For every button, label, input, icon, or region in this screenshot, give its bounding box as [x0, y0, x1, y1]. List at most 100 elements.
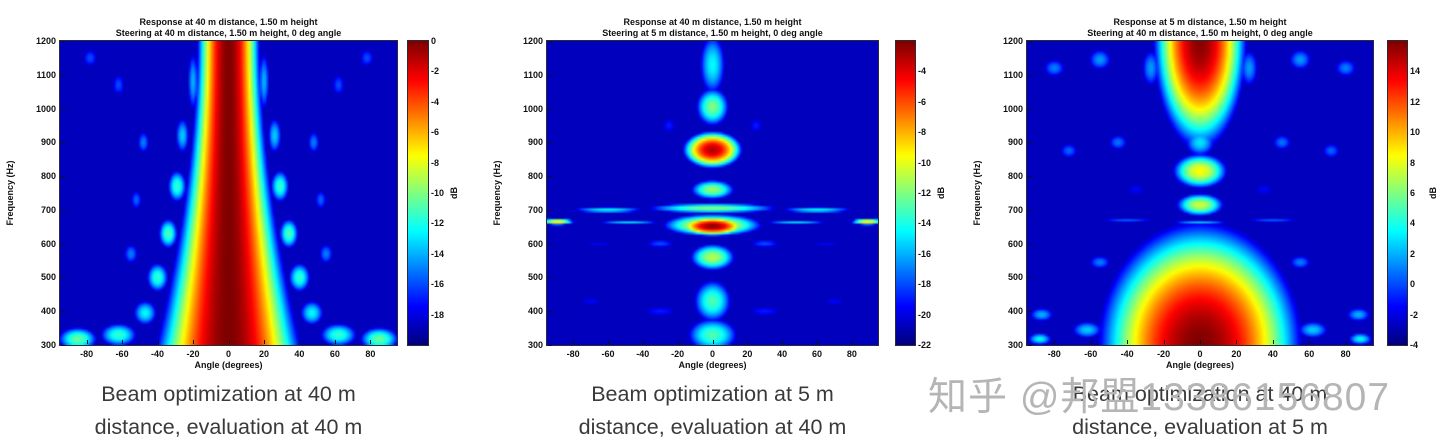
- colorbar-label: dB: [936, 187, 946, 199]
- tick-mark: [548, 243, 552, 245]
- tick-mark: [61, 41, 65, 42]
- y-tick-label: 900: [527, 137, 543, 148]
- plot-title: Response at 5 m distance, 1.50 m height …: [997, 17, 1403, 38]
- colorbar: [407, 40, 429, 346]
- colorbar-tick-label: -2: [431, 66, 440, 77]
- x-tick-label: 80: [365, 349, 376, 359]
- colorbar: [1387, 40, 1408, 346]
- y-tick-label: 600: [527, 238, 543, 249]
- tick-mark: [61, 176, 65, 178]
- y-tick-label: 500: [1007, 272, 1023, 283]
- x-tick-label: 40: [777, 349, 788, 359]
- colorbar-tick-label: -18: [431, 309, 445, 320]
- colorbar-tick-label: -8: [431, 157, 440, 168]
- colorbar-tick-label: 0: [431, 36, 437, 46]
- tick-mark: [263, 340, 265, 344]
- colorbar-tick-label: -12: [918, 188, 932, 198]
- tick-mark: [61, 74, 65, 76]
- tick-mark: [817, 340, 819, 344]
- x-tick-label: 0: [709, 349, 715, 359]
- colorbar-tick-label: -10: [431, 188, 445, 198]
- y-tick-label: 1100: [1003, 69, 1023, 80]
- tick-mark: [61, 209, 65, 211]
- y-tick-label: 500: [40, 272, 56, 283]
- heatmap-canvas: [546, 40, 879, 346]
- tick-mark: [747, 340, 749, 344]
- colorbar-tick-label: 10: [1410, 127, 1421, 138]
- y-tick-label: 400: [40, 306, 56, 317]
- heatmap-canvas: [59, 40, 398, 346]
- x-tick-label: -80: [80, 349, 94, 359]
- tick-mark: [1309, 340, 1311, 344]
- x-tick-label: 80: [1340, 349, 1351, 359]
- tick-mark: [548, 41, 552, 42]
- tick-mark: [1054, 340, 1056, 344]
- y-tick-label: 1200: [1002, 36, 1023, 46]
- colorbar-tick-label: 0: [1410, 279, 1416, 290]
- y-axis-label: Frequency (Hz): [5, 160, 15, 226]
- x-tick-label: 60: [329, 349, 340, 359]
- tick-mark: [642, 340, 644, 344]
- tick-mark: [1028, 209, 1032, 211]
- tick-mark: [370, 340, 372, 344]
- colorbar-tick-label: -10: [918, 157, 932, 168]
- colorbar-label: dB: [1428, 187, 1438, 199]
- x-tick-label: -80: [1047, 349, 1061, 359]
- y-tick-label: 1100: [36, 69, 56, 80]
- x-tick-label: 80: [846, 349, 857, 359]
- tick-mark: [299, 340, 301, 344]
- colorbar-tick-label: 8: [1410, 157, 1416, 168]
- colorbar-tick-label: -22: [918, 340, 932, 350]
- tick-mark: [61, 243, 65, 245]
- y-tick-label: 1000: [1002, 103, 1023, 114]
- tick-mark: [1028, 176, 1032, 178]
- y-tick-label: 400: [527, 306, 543, 317]
- tick-mark: [1028, 311, 1032, 313]
- tick-mark: [573, 340, 575, 344]
- tick-mark: [851, 340, 853, 344]
- y-tick-label: 1200: [35, 36, 56, 46]
- tick-mark: [548, 74, 552, 76]
- y-tick-label: 800: [527, 171, 543, 182]
- colorbar-label: dB: [449, 187, 459, 199]
- colorbar-tick-label: 4: [1410, 218, 1416, 229]
- x-axis-label: Angle (degrees): [194, 360, 263, 370]
- tick-mark: [1028, 74, 1032, 76]
- y-tick-label: 1100: [523, 69, 543, 80]
- caption-line2: distance, evaluation at 40 m: [94, 415, 363, 439]
- plot-title-line1: Response at 40 m distance, 1.50 m height: [623, 17, 802, 27]
- tick-mark: [1028, 41, 1032, 42]
- y-tick-label: 1000: [522, 103, 543, 114]
- caption: Beam optimization at 40 m distance, eval…: [0, 378, 479, 444]
- plot-title-line2: Steering at 5 m distance, 1.50 m height,…: [602, 27, 823, 38]
- x-tick-label: 0: [225, 349, 231, 359]
- tick-mark: [1272, 340, 1274, 344]
- tick-mark: [712, 340, 714, 344]
- y-tick-label: 700: [1007, 204, 1023, 215]
- tick-mark: [1200, 340, 1201, 344]
- plot-title-line1: Response at 5 m distance, 1.50 m height: [1113, 17, 1287, 27]
- caption: Beam optimization at 5 m distance, evalu…: [463, 378, 963, 444]
- colorbar-tick-label: 6: [1410, 188, 1416, 198]
- watermark: 知乎 @邦盟13386156807: [928, 376, 1391, 419]
- y-tick-label: 400: [1007, 306, 1023, 317]
- tick-mark: [1236, 340, 1238, 344]
- tick-mark: [228, 340, 230, 344]
- colorbar: [895, 40, 916, 346]
- x-tick-label: -20: [186, 349, 200, 359]
- x-tick-label: -60: [115, 349, 129, 359]
- tick-mark: [548, 277, 552, 279]
- y-axis-label: Frequency (Hz): [492, 160, 502, 226]
- x-tick-label: 20: [258, 349, 269, 359]
- colorbar-tick-label: -16: [918, 248, 932, 259]
- tick-mark: [1028, 277, 1032, 279]
- y-tick-label: 700: [527, 204, 543, 215]
- colorbar-tick-label: -20: [918, 309, 932, 320]
- tick-mark: [61, 311, 65, 313]
- colorbar-tick-label: -12: [431, 218, 445, 229]
- tick-mark: [607, 340, 609, 344]
- heatmap-canvas: [1026, 40, 1374, 346]
- tick-mark: [193, 340, 195, 344]
- x-tick-label: -40: [636, 349, 650, 359]
- x-tick-label: -20: [671, 349, 685, 359]
